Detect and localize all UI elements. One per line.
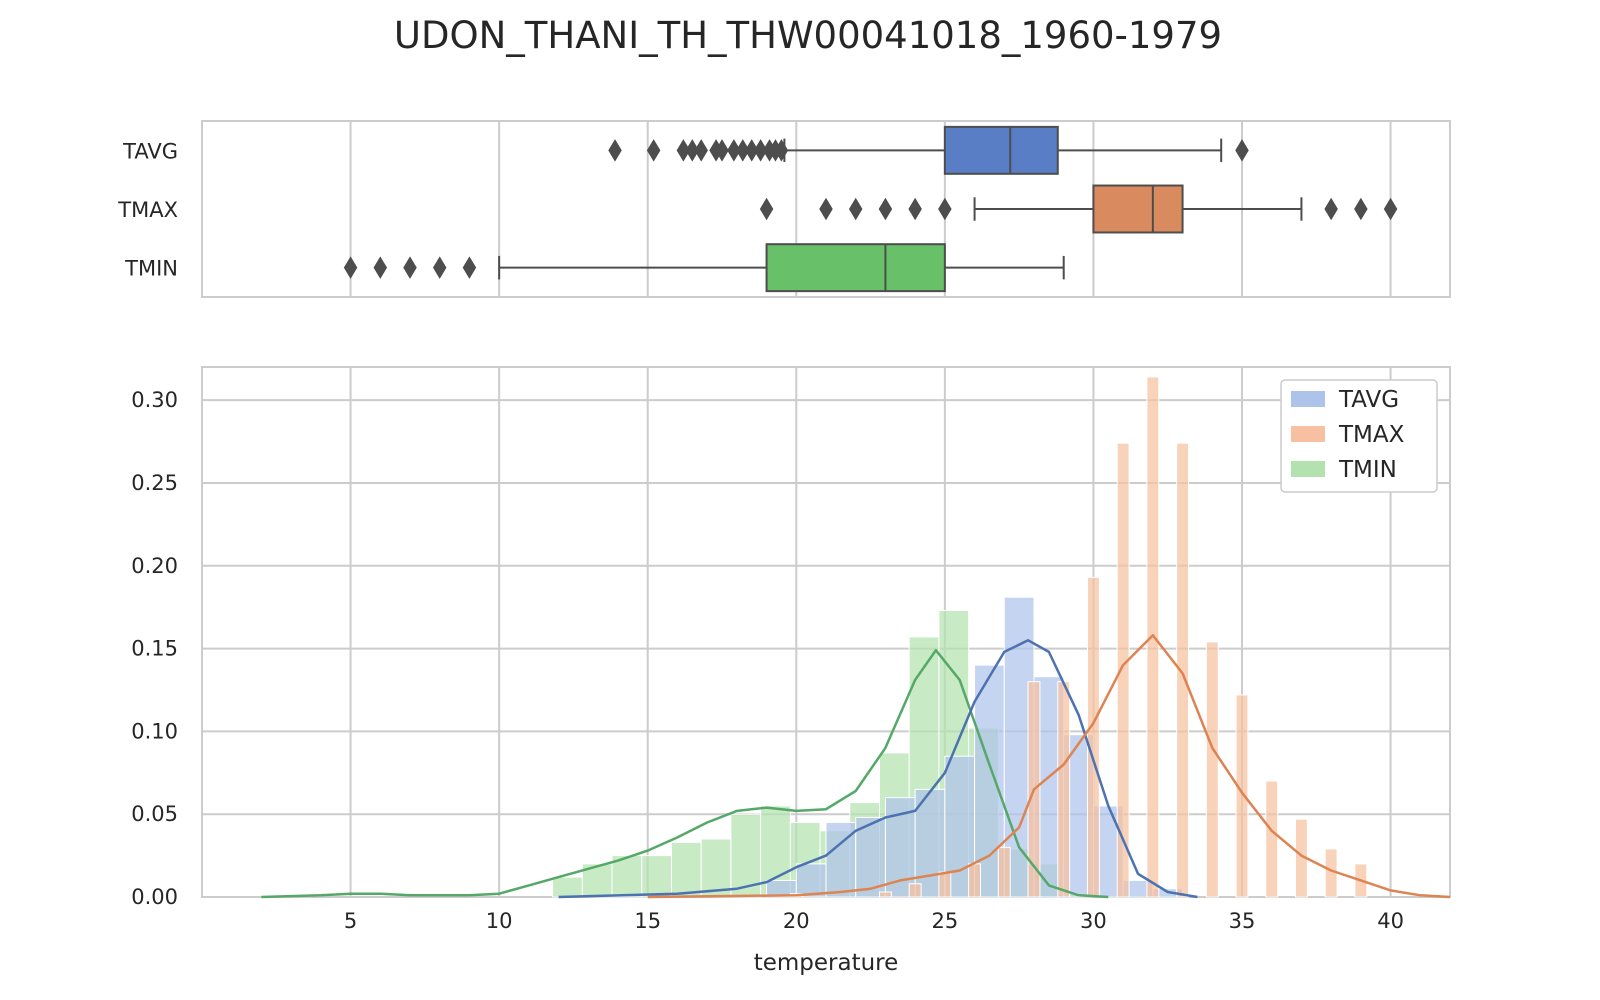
legend-swatch-tmin bbox=[1291, 461, 1325, 477]
outlier-point bbox=[819, 197, 833, 221]
histogram-bar bbox=[1265, 780, 1279, 898]
boxplot-tmin bbox=[343, 243, 1065, 293]
x-tick-label: 15 bbox=[634, 909, 661, 933]
y-tick-label: 0.10 bbox=[131, 719, 178, 743]
histogram-bar bbox=[938, 871, 952, 898]
outlier-point bbox=[676, 139, 691, 162]
legend: TAVG TMAX TMIN bbox=[1280, 379, 1438, 493]
x-tick-label: 5 bbox=[344, 909, 357, 933]
outlier-point bbox=[774, 139, 789, 162]
outlier-point bbox=[432, 256, 447, 279]
kde-line-tmax bbox=[647, 634, 1451, 899]
histogram-bar bbox=[670, 841, 702, 898]
histogram-bar bbox=[878, 891, 892, 898]
outlier-point bbox=[1324, 197, 1338, 221]
outlier-point bbox=[744, 139, 759, 162]
legend-items: TAVG TMAX TMIN bbox=[1291, 387, 1405, 483]
x-tick-label: 40 bbox=[1377, 909, 1404, 933]
outlier-point bbox=[736, 139, 750, 162]
y-tick-label: 0.20 bbox=[131, 554, 178, 578]
histogram-bar bbox=[968, 863, 982, 898]
outlier-point bbox=[727, 139, 741, 162]
y-tick-label: 0.30 bbox=[131, 388, 178, 412]
histogram-bar bbox=[908, 883, 922, 898]
outlier-point bbox=[715, 139, 729, 162]
histogram-panel: 0.00 0.05 0.10 0.15 0.20 0.25 0.30 5 10 15 20 25 30… bbox=[131, 366, 1451, 976]
histogram-bar bbox=[1086, 576, 1100, 898]
outlier-point bbox=[1354, 197, 1368, 221]
outlier-point bbox=[373, 256, 388, 279]
box-category-label: TMIN bbox=[124, 257, 178, 281]
legend-label-tmin: TMIN bbox=[1338, 457, 1397, 483]
x-axis-tick-labels: 5 10 15 20 25 30 35 40 bbox=[344, 909, 1404, 933]
histogram-bar bbox=[611, 855, 643, 898]
legend-swatch-tmax bbox=[1291, 426, 1325, 442]
boxplot-tavg bbox=[608, 125, 1249, 175]
outlier-point bbox=[759, 197, 774, 221]
outlier-point bbox=[1383, 197, 1398, 221]
legend-swatch-tavg bbox=[1291, 391, 1325, 407]
boxplot-panel: TAVG TMAX TMIN bbox=[117, 120, 1451, 298]
histogram-bars bbox=[552, 376, 1368, 898]
legend-label-tmax: TMAX bbox=[1338, 422, 1405, 448]
outlier-point bbox=[343, 256, 358, 279]
histogram-bar bbox=[700, 838, 732, 898]
outlier-point bbox=[878, 197, 893, 221]
outlier-point bbox=[608, 139, 622, 162]
kde-line-tmin bbox=[261, 648, 1109, 899]
y-axis-tick-labels: 0.00 0.05 0.10 0.15 0.20 0.25 0.30 bbox=[131, 388, 178, 909]
boxplot-marks bbox=[343, 125, 1398, 293]
outlier-point bbox=[848, 197, 863, 221]
box-iqr bbox=[765, 243, 946, 293]
legend-label-tavg: TAVG bbox=[1338, 387, 1399, 413]
kde-lines bbox=[261, 634, 1451, 899]
boxplot-category-labels: TAVG TMAX TMIN bbox=[117, 139, 178, 280]
x-axis-label: temperature bbox=[754, 950, 899, 976]
outlier-point bbox=[646, 139, 661, 162]
outlier-point bbox=[908, 197, 922, 221]
y-tick-label: 0.05 bbox=[131, 802, 178, 826]
y-tick-label: 0.25 bbox=[131, 471, 178, 495]
histogram-bar bbox=[1176, 442, 1190, 898]
histogram-bar bbox=[1116, 442, 1130, 898]
outlier-point bbox=[1235, 139, 1249, 162]
box-category-label: TMAX bbox=[117, 198, 178, 222]
histogram-bar bbox=[552, 876, 583, 898]
x-tick-label: 30 bbox=[1080, 909, 1107, 933]
histogram-bar bbox=[825, 821, 857, 898]
outlier-point bbox=[938, 197, 952, 221]
histogram-bar bbox=[641, 855, 672, 898]
box-iqr bbox=[1092, 184, 1184, 234]
x-tick-label: 20 bbox=[783, 909, 810, 933]
box-iqr bbox=[943, 125, 1059, 175]
histogram-bar bbox=[997, 846, 1011, 898]
histogram-bar bbox=[1057, 681, 1071, 898]
outlier-point bbox=[694, 139, 708, 162]
histogram-bar bbox=[855, 817, 886, 898]
histogram-bar bbox=[1235, 694, 1249, 898]
y-tick-label: 0.00 bbox=[131, 885, 178, 909]
chart-title: UDON_THANI_TH_THW00041018_1960-1979 bbox=[394, 14, 1222, 57]
x-tick-label: 10 bbox=[486, 909, 513, 933]
outlier-point bbox=[685, 139, 700, 162]
y-tick-label: 0.15 bbox=[131, 637, 178, 661]
x-tick-label: 35 bbox=[1229, 909, 1256, 933]
histogram-bar bbox=[795, 863, 827, 898]
histogram-bar bbox=[730, 813, 762, 898]
boxplot-tmax bbox=[759, 184, 1398, 234]
histogram-bar bbox=[1205, 641, 1219, 898]
outlier-point bbox=[753, 139, 768, 162]
kde-line-tavg bbox=[558, 639, 1198, 899]
outlier-point bbox=[462, 256, 477, 279]
outlier-point bbox=[403, 256, 417, 279]
x-tick-label: 25 bbox=[931, 909, 958, 933]
box-category-label: TAVG bbox=[122, 139, 178, 163]
